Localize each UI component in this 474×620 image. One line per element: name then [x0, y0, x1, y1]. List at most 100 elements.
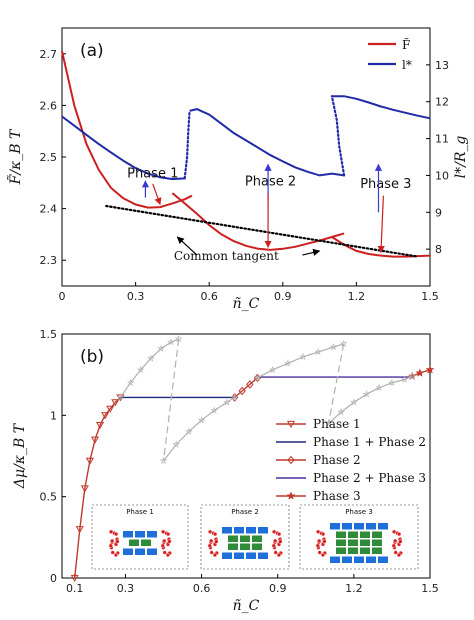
- b-series-7-point-4: [314, 347, 323, 356]
- b-inset-green-block: [372, 539, 382, 546]
- b-series-2-point-1: [238, 386, 246, 396]
- panel-b-xlabel: ñ_C: [233, 598, 260, 614]
- a-ytick-left-label: 2.3: [40, 254, 58, 267]
- b-ytick-label: 1.5: [40, 328, 58, 341]
- b-xtick-label: 0.9: [269, 582, 287, 595]
- b-inset-red-bead: [398, 539, 403, 544]
- b-inset-red-bead: [391, 543, 396, 548]
- b-inset-green-block: [336, 531, 346, 538]
- b-series-0-point-6: [101, 412, 110, 420]
- b-inset-green-block: [360, 547, 370, 554]
- legend-label-free-energy: F̃: [402, 37, 410, 52]
- b-inset-blue-block: [366, 523, 376, 530]
- a-series-3-segment-0: [105, 204, 419, 258]
- b-legend-marker-4: [286, 491, 296, 500]
- b-series-0-point-7: [106, 405, 115, 413]
- b-inset-blue-block: [123, 531, 133, 538]
- b-series-8-point-7: [408, 372, 416, 380]
- panel-a-legend: F̃ l*: [368, 37, 412, 72]
- a-ytick-left-label: 2.4: [40, 203, 58, 216]
- b-inset-blue-block: [258, 527, 268, 534]
- b-inset-red-bead: [108, 543, 113, 548]
- b-inset-blue-block: [354, 523, 364, 530]
- panel-a-ylabel-left: F̃/κ_B T: [6, 128, 24, 185]
- b-series-8: [328, 375, 413, 424]
- b-series-8-point-4: [375, 383, 383, 391]
- b-inset-blue-block: [330, 556, 340, 563]
- b-series-9: [162, 338, 180, 461]
- b-inset-blue-block: [147, 531, 157, 538]
- b-xtick-label: 0.3: [117, 582, 135, 595]
- panel-a: (a) 0 0.3 0.6 0.9 1.2 1.5 2.3 2.4 2.5 2.6 2.7 8 9 1…: [6, 27, 469, 312]
- b-inset-blue-block: [354, 556, 364, 563]
- b-inset-label: Phase 1: [126, 508, 154, 516]
- b-inset-green-block: [252, 535, 262, 542]
- b-inset-red-bead: [160, 543, 165, 548]
- b-series-8-point-5: [388, 378, 396, 386]
- panel-b-ylabel: Δμ/κ_B T: [12, 422, 28, 489]
- b-inset-blue-block: [234, 527, 244, 534]
- b-inset-red-bead: [396, 552, 401, 558]
- b-inset-blue-block: [342, 556, 352, 563]
- a-ytick-right-label: 8: [435, 243, 442, 256]
- b-inset-blue-block: [123, 548, 133, 555]
- b-series-8-point-2: [350, 398, 358, 406]
- b-inset-red-bead: [108, 529, 114, 534]
- b-series-6-point-5: [223, 398, 231, 406]
- b-series-7: [257, 343, 344, 379]
- b-inset-red-bead: [209, 538, 214, 543]
- b-series-5: [119, 338, 179, 398]
- b-inset-red-bead: [162, 550, 167, 555]
- a-xtick-label: 0.9: [274, 290, 292, 303]
- a-ytick-left-label: 2.6: [40, 99, 58, 112]
- b-series-5-point-3: [147, 354, 155, 362]
- b-series-6-point-6: [230, 393, 239, 401]
- a-series-0-segment-1: [171, 192, 345, 251]
- b-series-0-point-4: [90, 436, 100, 444]
- b-inset-red-bead: [162, 538, 167, 543]
- a-ytick-right-label: 12: [435, 96, 449, 109]
- a-series-1-segment-1: [189, 108, 345, 177]
- b-legend-label-4: Phase 3: [313, 489, 361, 503]
- b-series-5-point-1: [126, 378, 135, 386]
- b-series-6-point-1: [172, 440, 180, 448]
- a-ytick-right-label: 9: [435, 206, 442, 219]
- b-series-6: [163, 396, 235, 462]
- b-inset-label: Phase 3: [345, 508, 373, 516]
- b-inset-red-bead: [272, 529, 277, 534]
- b-series-8-point-3: [362, 390, 371, 398]
- b-inset-red-bead: [167, 539, 172, 544]
- b-inset-red-bead: [278, 539, 283, 544]
- b-inset-red-bead: [317, 550, 322, 555]
- b-inset-blue-block: [246, 552, 256, 559]
- b-inset-red-bead: [277, 531, 282, 537]
- b-series-8-point-1: [337, 408, 345, 416]
- b-series-0-point-3: [85, 457, 94, 465]
- b-legend-label-0: Phase 1: [313, 417, 361, 431]
- b-series-7-point-1: [268, 365, 277, 373]
- b-inset-red-bead: [165, 552, 170, 558]
- b-series-5-point-0: [116, 393, 125, 401]
- a-ytick-right-label: 13: [435, 59, 449, 72]
- b-inset-green-block: [372, 531, 382, 538]
- panel-b-frame: [61, 333, 431, 579]
- b-inset-red-bead: [161, 529, 166, 534]
- b-series-0-point-1: [75, 526, 84, 534]
- a-ytick-left-label: 2.7: [40, 48, 58, 61]
- b-series-0-point-8: [111, 399, 120, 407]
- b-inset-green-block: [348, 539, 358, 546]
- b-series-4-point-1: [415, 368, 425, 377]
- b-series-6-point-0: [159, 456, 168, 465]
- b-inset-green-block: [348, 547, 358, 554]
- b-inset-red-bead: [271, 543, 276, 548]
- a-ytick-left-label: 2.5: [40, 151, 58, 164]
- panel-a-ylabel-right: l*/R_g: [453, 136, 469, 179]
- a-arrow-tangent-left: [176, 236, 198, 256]
- b-inset-1: Phase 2: [200, 504, 290, 570]
- b-legend-label-2: Phase 2: [313, 453, 361, 467]
- a-xtick-label: 0.6: [200, 290, 218, 303]
- b-legend-marker-0: [286, 420, 296, 429]
- b-inset-blue-block: [135, 531, 145, 538]
- b-inset-green-block: [336, 539, 346, 546]
